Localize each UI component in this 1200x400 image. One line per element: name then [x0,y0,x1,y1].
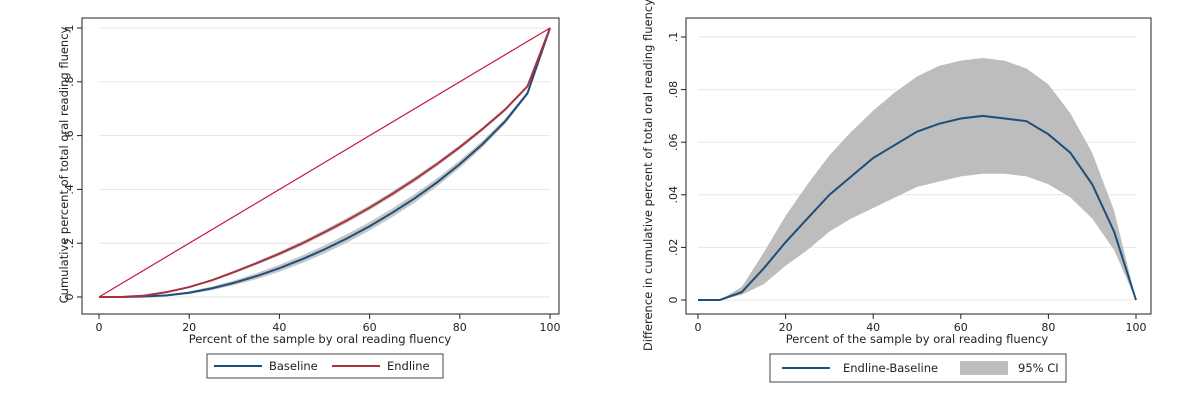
r-y-tick-label: .04 [667,186,680,204]
l-x-tick-label: 80 [453,321,467,334]
r-x-tick-label: 40 [866,321,880,334]
left-x-ticks: 0 20 40 60 80 100 [96,314,561,334]
r-y-tick-label: .02 [667,239,680,257]
l-x-tick-label: 40 [272,321,286,334]
left-ci-bands [99,28,550,297]
right-chart: 0 20 40 60 80 100 0 .02 .04 .06 .08 .1 Percent of … [641,0,1152,383]
right-x-axis-label: Percent of the sample by oral reading fl… [786,332,1049,346]
legend-label-baseline: Baseline [269,359,318,373]
r-y-tick-label: .06 [667,133,680,151]
r-x-tick-label: 80 [1041,321,1055,334]
right-series-lines [698,114,1137,301]
l-x-tick-label: 60 [363,321,377,334]
left-plot-frame [81,17,560,315]
r-x-tick-label: 20 [779,321,793,334]
l-y-tick-label: .6 [63,130,76,141]
right-x-ticks: 0 20 40 60 80 100 [695,314,1147,334]
left-gridlines [99,27,550,298]
r-x-tick-label: 100 [1126,321,1147,334]
r-y-tick-label: .08 [667,81,680,99]
left-y-ticks: 0 .2 .4 .6 .8 1 [63,25,82,301]
l-x-tick-label: 0 [96,321,103,334]
l-x-tick-label: 20 [182,321,196,334]
left-x-axis-label: Percent of the sample by oral reading fl… [189,332,452,346]
l-x-tick-label: 100 [540,321,561,334]
legend-label-difference: Endline-Baseline [843,361,938,375]
left-chart: 0 20 40 60 80 100 0 .2 .4 .6 .8 1 Percent of the s… [57,17,561,379]
r-y-tick-label: .1 [667,32,680,43]
ci-band-baseline [99,28,550,297]
left-series-lines [98,27,551,298]
l-y-tick-label: 0 [63,294,76,301]
l-y-tick-label: 1 [63,25,76,32]
l-y-tick-label: .8 [63,77,76,88]
l-y-tick-label: .2 [63,238,76,249]
ci-band-difference [698,58,1136,300]
legend-label-ci: 95% CI [1018,361,1059,375]
series-line-baseline [99,27,551,298]
series-line-endline [99,27,551,298]
legend-swatch-ci [960,361,1008,375]
legend-label-endline: Endline [387,359,430,373]
right-y-axis-label: Difference in cumulative percent of tota… [641,0,655,351]
left-y-axis-label: Cumulative percent of total oral reading… [57,26,71,303]
r-x-tick-label: 0 [695,321,702,334]
r-x-tick-label: 60 [954,321,968,334]
l-y-tick-label: .4 [63,184,76,195]
line-of-equality [98,27,551,298]
r-y-tick-label: 0 [667,297,680,304]
series-line-difference [698,114,1137,301]
right-ci-band [698,58,1136,300]
right-y-ticks: 0 .02 .04 .06 .08 .1 [667,32,686,304]
